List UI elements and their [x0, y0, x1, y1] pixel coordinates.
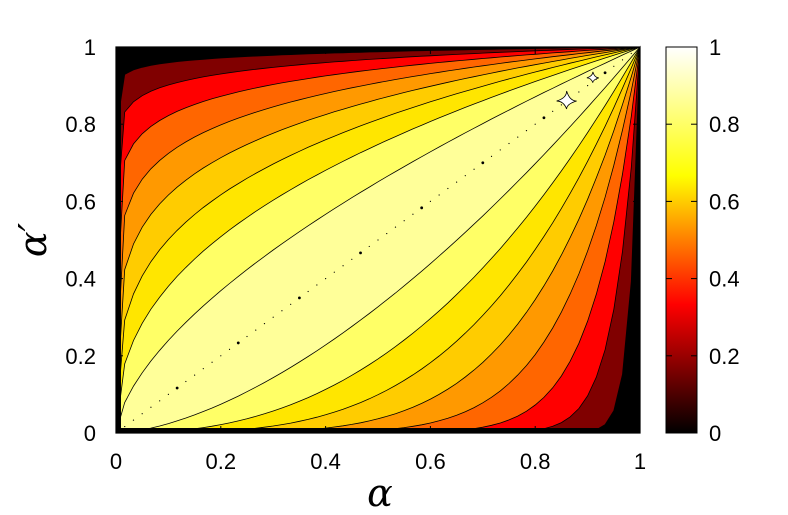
- diagonal-dot: [473, 168, 475, 170]
- diagonal-dot: [150, 406, 152, 408]
- diagonal-dot: [394, 226, 397, 228]
- diagonal-dot: [542, 116, 546, 120]
- diagonal-dot: [359, 251, 362, 255]
- diagonal-dot: [630, 52, 632, 55]
- diagonal-dot: [447, 187, 449, 190]
- diagonal-dot: [490, 155, 493, 157]
- diagonal-dot: [298, 296, 301, 300]
- diagonal-dot: [263, 323, 266, 325]
- x-tick-label: 1: [634, 449, 646, 474]
- diagonal-dot: [167, 393, 169, 395]
- colorbar: [665, 46, 698, 434]
- colorbar-tick-label: 0: [709, 421, 721, 446]
- diagonal-dot: [578, 91, 580, 93]
- diagonal-dot: [132, 419, 135, 421]
- colorbar-tick-label: 0.8: [709, 112, 740, 137]
- diagonal-dot: [481, 161, 485, 165]
- diagonal-dot: [552, 110, 554, 112]
- colorbar-tick-label: 1: [709, 35, 721, 60]
- contour-band-upper: [115, 46, 641, 133]
- diagonal-dot: [456, 181, 458, 183]
- x-tick-label: 0.2: [206, 449, 237, 474]
- diagonal-dot: [175, 386, 179, 390]
- x-axis-ticks: 0 0.2 0.4 0.6 0.8 1: [110, 47, 646, 474]
- diagonal-dot: [621, 59, 624, 61]
- y-tick-label: 0: [84, 421, 96, 446]
- diagonal-dot: [525, 130, 528, 132]
- y-tick-label: 0.2: [65, 344, 96, 369]
- colorbar-tick-label: 0.6: [709, 189, 740, 214]
- diagonal-dot: [499, 149, 501, 151]
- diagonal-dot: [228, 348, 231, 350]
- colorbar-tick-label: 0.4: [709, 267, 740, 292]
- diagonal-dot: [534, 123, 536, 125]
- diagonal-dot: [386, 232, 388, 235]
- diagonal-dot: [438, 194, 440, 196]
- contour-band-upper: [115, 46, 641, 412]
- edge-left-band: [116, 47, 121, 433]
- diagonal-dot: [603, 71, 607, 75]
- y-tick-label: 0.6: [65, 189, 96, 214]
- colorbar-gradient: [665, 46, 698, 434]
- y-tick-label: 1: [84, 35, 96, 60]
- diagonal-dot: [342, 265, 344, 267]
- diagonal-dot: [185, 380, 187, 383]
- diagonal-dot: [290, 303, 292, 305]
- plot-frame: [115, 46, 641, 434]
- diagonal-dot: [202, 368, 204, 370]
- diagonal-dot: [560, 104, 563, 106]
- diagonal-dot: [307, 290, 309, 293]
- colorbar-ticks: 0 0.2 0.4 0.6 0.8 1: [666, 35, 740, 446]
- diagonal-dot: [333, 271, 335, 273]
- diagonal-dot: [508, 142, 510, 145]
- diagonal-dot: [246, 335, 248, 338]
- diagonal-dot: [377, 239, 379, 241]
- diagonal-dot: [368, 245, 370, 248]
- plot-area: [115, 45, 641, 434]
- diagonal-dot: [517, 136, 519, 138]
- diagonal-dot: [159, 400, 161, 402]
- diagonal-dot: [255, 329, 257, 331]
- diagonal-dot: [403, 220, 405, 222]
- contour-band-upper: [115, 46, 641, 226]
- y-tick-label: 0.4: [65, 267, 96, 292]
- x-tick-label: 0.6: [415, 449, 446, 474]
- diagonal-dot: [351, 258, 353, 260]
- diagonal-dot: [211, 361, 213, 363]
- edge-bottom-band: [116, 428, 640, 433]
- diagonal-dot: [272, 316, 274, 318]
- diagonal-dot: [412, 213, 414, 215]
- y-axis-ticks: 0 0.2 0.4 0.6 0.8 1: [65, 35, 640, 446]
- diagonal-dot: [613, 65, 615, 67]
- y-axis-title: α′: [11, 222, 55, 257]
- diagonal-dot: [236, 341, 240, 345]
- diagonal-dot: [220, 355, 222, 357]
- x-tick-label: 0: [110, 449, 122, 474]
- diagonal-dot: [141, 413, 143, 415]
- diagonal-dot: [124, 425, 126, 428]
- max-region: [556, 90, 577, 110]
- max-region: [586, 71, 599, 83]
- diagonal-dot: [194, 374, 196, 376]
- diagonal-dot: [464, 175, 466, 177]
- x-tick-label: 0.8: [520, 449, 551, 474]
- diagonal-dot: [587, 85, 589, 87]
- diagonal-dot: [325, 278, 327, 280]
- diagonal-dot: [429, 200, 431, 202]
- colorbar-tick-label: 0.2: [709, 344, 740, 369]
- diagonal-dot: [316, 284, 318, 286]
- x-tick-label: 0.4: [310, 449, 341, 474]
- x-axis-title: α: [367, 471, 393, 515]
- diagonal-dot: [281, 310, 283, 312]
- y-tick-label: 0.8: [65, 112, 96, 137]
- diagonal-dot: [420, 206, 424, 210]
